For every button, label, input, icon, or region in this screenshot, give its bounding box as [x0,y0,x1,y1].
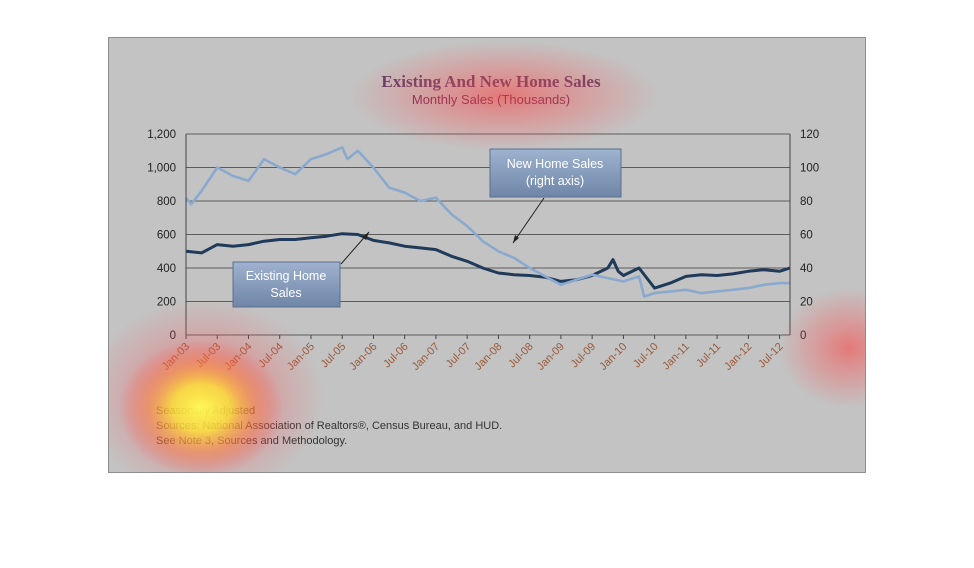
x-axis-tick-label: Jul-10 [631,341,661,371]
x-axis-tick-label: Jan-09 [535,341,567,373]
note-methodology: See Note 3, Sources and Methodology. [156,435,347,447]
callout-new-home-arrow [512,197,545,244]
note-seasonally-adjusted: Seasonally Adjusted [156,405,255,417]
callout-new-home-line1: New Home Sales [507,157,604,171]
callout-existing-home-line1: Existing Home [246,269,327,283]
callout-new-home-line2: (right axis) [526,174,584,188]
left-axis-tick-label: 400 [157,263,176,275]
left-axis-ticks: 0 200 400 600 800 1,000 1,200 [147,129,176,342]
right-axis-tick-label: 80 [800,196,813,208]
x-axis-tick-label: Jul-06 [381,341,411,371]
chart-subtitle: Monthly Sales (Thousands) [412,92,570,107]
x-axis-tick-label: Jul-03 [194,341,224,371]
x-axis-tick-label: Jan-03 [160,341,192,373]
x-axis-tick-label: Jul-07 [444,341,474,371]
left-axis-tick-label: 1,000 [147,163,176,175]
callout-new-home-box [489,148,622,198]
callout-existing-home-line2: Sales [270,286,301,300]
callout-new-home-arrowhead [513,235,519,243]
existing-home-sales-line [185,232,791,290]
x-axis-tick-label: Jan-08 [472,341,504,373]
x-axis-tick-label: Jul-12 [756,341,786,371]
x-axis-tick-label: Jan-05 [285,341,317,373]
chart-title: Existing And New Home Sales [381,72,601,91]
heat-glow-right [779,288,865,408]
left-axis-tick-label: 600 [157,230,176,242]
home-sales-chart: Existing And New Home Sales Monthly Sale… [109,41,865,472]
x-axis-tick-label: Jan-10 [597,341,629,373]
left-axis-tick-label: 0 [170,330,176,342]
chart-panel: Existing And New Home Sales Monthly Sale… [108,37,866,473]
x-axis-tick-label: Jan-07 [410,341,442,373]
x-axis-tick-label: Jul-08 [506,341,536,371]
right-axis-tick-label: 100 [800,163,819,175]
series-lines [184,146,791,298]
left-axis-tick-label: 800 [157,196,176,208]
x-axis-tick-label: Jul-04 [256,341,286,371]
callout-existing-home-arrowhead [362,232,369,240]
x-axis-tick-label: Jul-05 [319,341,349,371]
x-axis-tick-label: Jan-11 [660,341,692,373]
callout-new-home-sales: New Home Sales (right axis) [489,148,622,244]
x-axis-tick-label: Jul-09 [569,341,599,371]
right-axis-tick-label: 40 [800,263,813,275]
left-axis-tick-label: 1,200 [147,129,176,141]
x-axis-tick-label: Jan-12 [722,341,754,373]
x-axis-tick-label: Jan-06 [347,341,379,373]
x-axis-tick-label: Jul-11 [694,341,723,370]
new-home-sales-line [184,146,790,298]
note-sources: Sources: National Association of Realtor… [156,420,502,432]
right-axis-tick-label: 60 [800,230,813,242]
left-axis-tick-label: 200 [157,297,176,309]
right-axis-tick-label: 120 [800,129,819,141]
right-axis-ticks: 0 20 40 60 80 100 120 [800,129,819,342]
x-axis-tick-label: Jan-04 [222,341,254,373]
right-axis-tick-label: 20 [800,297,813,309]
right-axis-tick-label: 0 [800,330,806,342]
